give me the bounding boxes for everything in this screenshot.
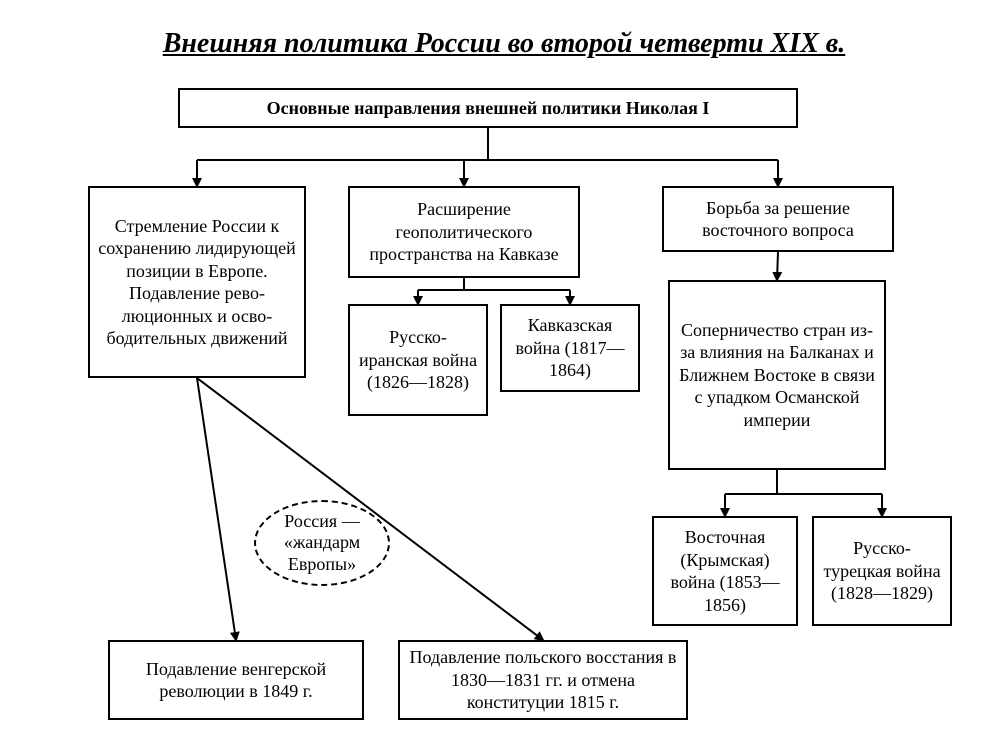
node-dir1: Стремление России к сохранению лидирующе…: [88, 186, 306, 378]
node-context-east: Соперничество стран из-за вли­яния на Ба…: [668, 280, 886, 470]
node-war-turkey-text: Русско-турецкая война (1828—1829): [822, 537, 942, 605]
node-gendarme-text: Россия — «жандарм Европы»: [262, 511, 382, 576]
node-gendarme: Россия — «жандарм Европы»: [254, 500, 390, 586]
node-war-crimea-text: Восточная (Крымская) война (1853—1856): [662, 526, 788, 616]
node-war-caucasus: Кавказская война (1817—1864): [500, 304, 640, 392]
node-root: Основные направления внешней политики Ни…: [178, 88, 798, 128]
node-hungary-text: Подавление венгерской революции в 1849 г…: [118, 658, 354, 703]
node-war-crimea: Восточная (Крымская) война (1853—1856): [652, 516, 798, 626]
node-war-iran: Русско-иранская война (1826—1828): [348, 304, 488, 416]
node-hungary: Подавление венгерской революции в 1849 г…: [108, 640, 364, 720]
page-title: Внешняя политика России во второй четвер…: [50, 28, 958, 60]
node-context-east-text: Соперничество стран из-за вли­яния на Ба…: [678, 319, 876, 432]
node-poland-text: Подавление польского восстания в 1830—18…: [408, 646, 678, 714]
node-war-caucasus-text: Кавказская война (1817—1864): [510, 314, 630, 382]
node-war-turkey: Русско-турецкая война (1828—1829): [812, 516, 952, 626]
node-dir1-text: Стремление России к сохранению лидирующе…: [98, 215, 296, 350]
node-dir2: Расширение геополитического пространства…: [348, 186, 580, 278]
node-dir3-text: Борьба за решение восточного вопроса: [672, 197, 884, 242]
node-poland: Подавление польского восстания в 1830—18…: [398, 640, 688, 720]
node-dir2-text: Расширение геополитического пространства…: [358, 198, 570, 266]
node-dir3: Борьба за решение восточного вопроса: [662, 186, 894, 252]
node-root-text: Основные направления внешней политики Ни…: [267, 97, 710, 120]
node-war-iran-text: Русско-иранская война (1826—1828): [358, 326, 478, 394]
